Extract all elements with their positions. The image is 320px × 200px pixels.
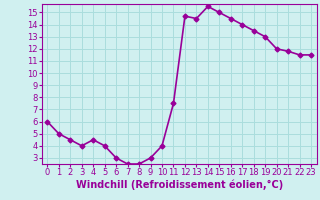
X-axis label: Windchill (Refroidissement éolien,°C): Windchill (Refroidissement éolien,°C)	[76, 180, 283, 190]
